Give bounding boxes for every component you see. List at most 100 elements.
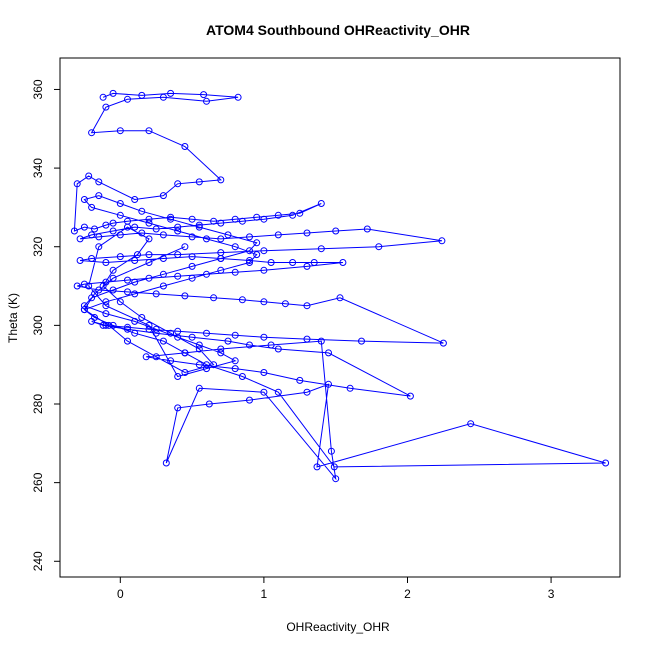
y-tick-label: 300 (31, 315, 45, 335)
data-point (102, 310, 110, 318)
data-point (116, 211, 124, 219)
data-point (246, 396, 253, 404)
data-point (406, 392, 414, 400)
x-tick-label: 0 (117, 587, 124, 601)
data-point (159, 282, 167, 290)
data-point (159, 93, 167, 101)
data-point (217, 235, 225, 243)
data-point (332, 475, 340, 483)
data-point (95, 233, 103, 241)
data-point (303, 335, 311, 343)
data-point (281, 300, 289, 308)
data-point (203, 270, 210, 278)
data-point (310, 259, 318, 266)
data-point (95, 243, 103, 251)
data-point (260, 333, 268, 341)
data-point (246, 247, 253, 255)
data-point (327, 447, 335, 455)
data-point (124, 323, 131, 331)
data-point (274, 345, 282, 353)
data-point (195, 361, 203, 369)
data-point (246, 341, 253, 349)
data-point (217, 255, 225, 262)
y-tick-label: 320 (31, 236, 45, 256)
data-point (116, 253, 124, 261)
data-point (203, 361, 210, 369)
data-point (303, 229, 311, 237)
data-point (116, 127, 124, 135)
data-point (238, 217, 246, 225)
data-point (203, 97, 210, 105)
data-point (145, 127, 153, 135)
y-tick-label: 260 (31, 472, 45, 492)
data-point (131, 257, 139, 264)
data-point (174, 251, 182, 259)
data-point (439, 339, 447, 347)
data-point (260, 247, 268, 255)
data-point (195, 384, 203, 392)
data-point (210, 361, 218, 369)
data-point (109, 321, 117, 329)
data-point (88, 129, 96, 137)
data-point (102, 321, 110, 329)
data-point (188, 215, 196, 223)
data-point (138, 91, 146, 99)
data-point (145, 321, 153, 329)
data-point (195, 345, 203, 353)
data-point (76, 235, 84, 243)
data-point (267, 341, 275, 349)
data-point (467, 420, 475, 428)
data-point (313, 463, 321, 471)
plot-frame (59, 57, 621, 578)
data-point (167, 357, 175, 365)
data-point (217, 219, 225, 227)
data-point (330, 463, 338, 471)
data-point (303, 262, 311, 270)
data-point (109, 266, 117, 274)
data-point (336, 294, 344, 302)
data-point (296, 209, 304, 217)
data-point (274, 231, 282, 239)
data-point (167, 89, 175, 97)
data-point (296, 376, 304, 384)
data-point (231, 243, 239, 251)
data-point (131, 290, 139, 298)
data-point (95, 178, 103, 186)
data-point (73, 282, 81, 290)
data-point (260, 215, 268, 223)
data-point (145, 325, 153, 333)
data-point (174, 180, 182, 188)
data-point (339, 259, 347, 266)
x-tick-label: 3 (548, 587, 555, 601)
data-point (102, 259, 110, 266)
data-point (200, 91, 208, 99)
x-tick-label: 2 (404, 587, 411, 601)
data-point (325, 380, 332, 388)
data-point (188, 274, 196, 282)
data-point (174, 227, 182, 235)
data-point (85, 172, 93, 180)
data-point (76, 257, 84, 264)
data-point (181, 143, 189, 150)
data-point (174, 223, 182, 231)
data-point (217, 266, 225, 274)
y-tick-label: 280 (31, 394, 45, 414)
data-point (234, 93, 242, 101)
y-axis: 240 260 280 300 320 340 360 (31, 79, 60, 571)
data-point (95, 286, 103, 294)
data-point (303, 302, 311, 310)
data-point (152, 353, 160, 361)
data-point (217, 176, 225, 184)
chart-title: ATOM4 Southbound OHReactivity_OHR (206, 22, 470, 38)
data-point (317, 245, 325, 253)
data-point (253, 213, 261, 221)
data-point (253, 251, 261, 259)
data-point (363, 225, 371, 233)
data-point (145, 259, 153, 266)
data-point (267, 259, 275, 266)
data-point (203, 235, 210, 243)
data-series (70, 89, 610, 483)
data-point (303, 388, 311, 396)
data-point (317, 337, 325, 345)
